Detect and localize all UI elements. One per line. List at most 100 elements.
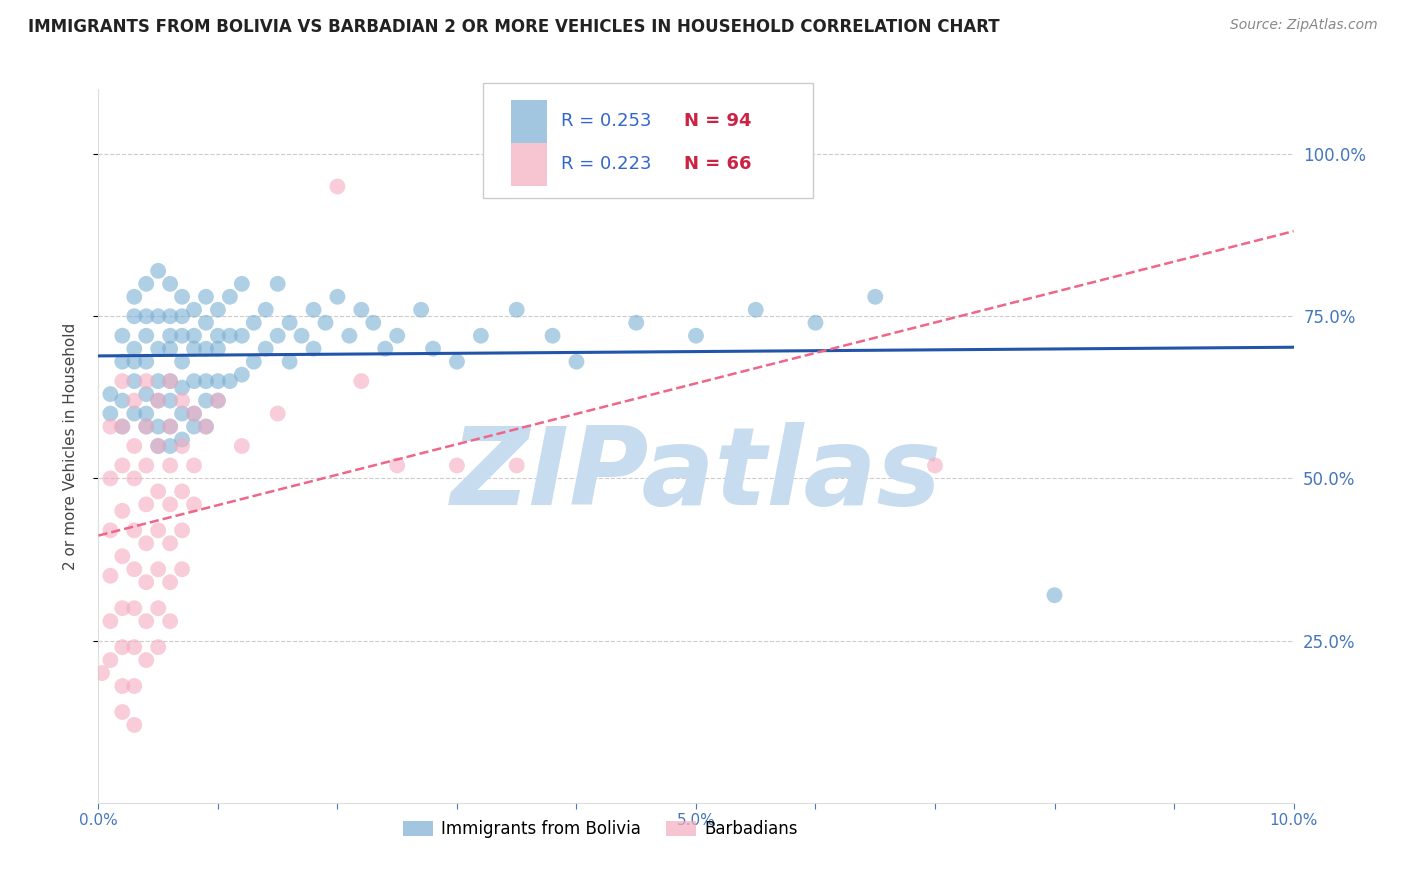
Point <box>111 374 134 388</box>
Text: IMMIGRANTS FROM BOLIVIA VS BARBADIAN 2 OR MORE VEHICLES IN HOUSEHOLD CORRELATION: IMMIGRANTS FROM BOLIVIA VS BARBADIAN 2 O… <box>28 18 1000 36</box>
Point <box>804 316 827 330</box>
Text: ZIPatlas: ZIPatlas <box>450 422 942 527</box>
Point <box>135 387 157 401</box>
Point <box>411 302 433 317</box>
Point <box>172 310 194 324</box>
Point <box>148 524 170 538</box>
Point <box>135 536 157 550</box>
Point <box>195 419 218 434</box>
Point <box>98 407 122 421</box>
Point <box>565 354 588 368</box>
Point <box>124 640 146 654</box>
Point <box>124 439 146 453</box>
Point <box>685 328 707 343</box>
Point <box>183 407 205 421</box>
Point <box>183 342 205 356</box>
Point <box>159 310 181 324</box>
Point <box>111 601 134 615</box>
FancyBboxPatch shape <box>484 84 813 198</box>
Point <box>159 439 181 453</box>
Point <box>124 354 146 368</box>
Point <box>111 393 134 408</box>
Point <box>111 549 134 564</box>
Point <box>183 328 205 343</box>
Point <box>91 666 114 681</box>
Point <box>195 374 218 388</box>
Point <box>1043 588 1066 602</box>
Text: N = 66: N = 66 <box>685 155 752 173</box>
Point <box>626 316 648 330</box>
Point <box>219 374 242 388</box>
Point <box>865 290 887 304</box>
Point <box>254 342 277 356</box>
Point <box>541 328 564 343</box>
Point <box>135 614 157 628</box>
Point <box>135 458 157 473</box>
Point <box>124 393 146 408</box>
Point <box>172 484 194 499</box>
Point <box>183 374 205 388</box>
Point <box>148 264 170 278</box>
Point <box>350 302 373 317</box>
Point <box>124 374 146 388</box>
Point <box>339 328 361 343</box>
Point <box>231 328 253 343</box>
Point <box>267 328 290 343</box>
Point <box>207 328 229 343</box>
Point <box>267 407 290 421</box>
Legend: Immigrants from Bolivia, Barbadians: Immigrants from Bolivia, Barbadians <box>396 814 804 845</box>
Point <box>148 601 170 615</box>
Point <box>302 342 325 356</box>
Point <box>172 562 194 576</box>
Point <box>207 393 229 408</box>
Point <box>231 439 253 453</box>
Point <box>159 374 181 388</box>
Point <box>124 407 146 421</box>
Point <box>172 433 194 447</box>
Point <box>124 471 146 485</box>
Point <box>111 458 134 473</box>
Point <box>183 458 205 473</box>
Point <box>124 562 146 576</box>
Point <box>231 368 253 382</box>
Text: R = 0.223: R = 0.223 <box>561 155 651 173</box>
Point <box>98 387 122 401</box>
Text: R = 0.253: R = 0.253 <box>561 112 651 130</box>
Point <box>159 497 181 511</box>
Point <box>124 290 146 304</box>
Point <box>506 302 529 317</box>
Point <box>148 393 170 408</box>
Point <box>326 179 349 194</box>
Point <box>183 302 205 317</box>
Point <box>148 640 170 654</box>
Point <box>98 568 122 582</box>
Point <box>385 328 409 343</box>
Point <box>195 419 218 434</box>
Point <box>159 328 181 343</box>
Point <box>195 290 218 304</box>
Point <box>159 419 181 434</box>
Point <box>183 419 205 434</box>
Point <box>111 504 134 518</box>
Point <box>98 614 122 628</box>
Point <box>135 310 157 324</box>
Point <box>207 342 229 356</box>
Point <box>446 458 468 473</box>
Point <box>135 374 157 388</box>
Point <box>243 354 266 368</box>
Point <box>254 302 277 317</box>
Point <box>231 277 253 291</box>
Point <box>183 407 205 421</box>
Point <box>207 393 229 408</box>
Point <box>148 439 170 453</box>
Point <box>159 458 181 473</box>
Point <box>172 381 194 395</box>
Point <box>172 524 194 538</box>
Point <box>148 393 170 408</box>
Point <box>135 354 157 368</box>
Point <box>159 374 181 388</box>
Point <box>315 316 337 330</box>
Point <box>172 328 194 343</box>
Point <box>422 342 444 356</box>
Point <box>135 419 157 434</box>
